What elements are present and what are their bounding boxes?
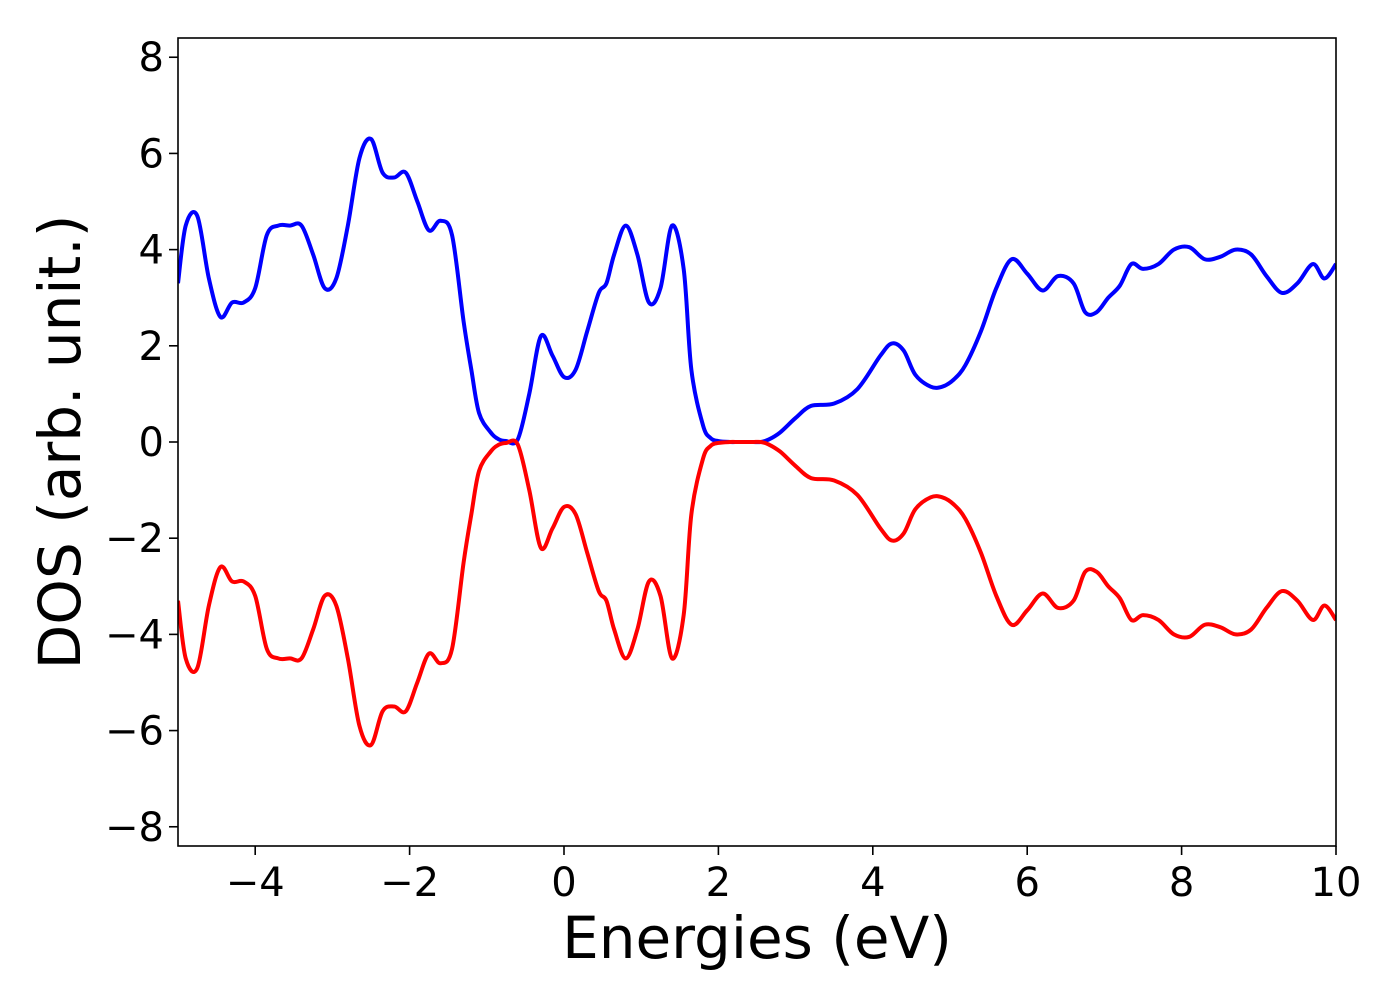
y-tick-label: −6 [105,709,164,755]
y-tick-label: 0 [139,420,164,466]
x-tick-label: 10 [1311,860,1362,906]
x-tick-label: 4 [860,860,885,906]
x-tick-label: 8 [1169,860,1194,906]
x-tick-label: 2 [706,860,731,906]
x-tick-label: 0 [551,860,576,906]
x-axis-label: Energies (eV) [562,904,952,972]
y-tick-label: 4 [139,228,164,274]
y-axis-label: DOS (arb. unit.) [26,215,94,670]
y-tick-label: −4 [105,612,164,658]
series-line-1 [178,438,1336,748]
y-tick-label: −8 [105,805,164,851]
series-layer [178,136,1336,748]
x-tick-label: 6 [1014,860,1039,906]
y-tick-label: 8 [139,35,164,81]
ticks-layer: −4 −2 0 2 4 6 8 10 −8 −6 −4 −2 0 2 4 6 8 [105,35,1361,906]
y-tick-label: 6 [139,131,164,177]
series-line-0 [178,136,1336,446]
y-tick-label: 2 [139,324,164,370]
x-tick-label: −4 [226,860,285,906]
y-tick-label: −2 [105,516,164,562]
x-tick-label: −2 [380,860,439,906]
